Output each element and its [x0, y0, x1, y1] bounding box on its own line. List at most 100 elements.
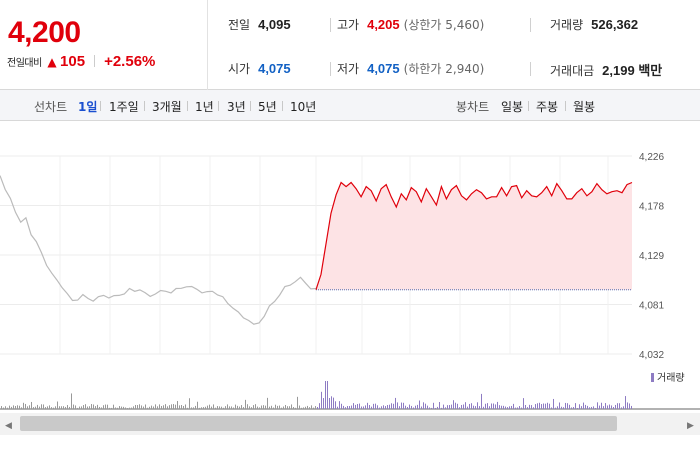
candle-daily[interactable]: 일봉: [501, 100, 524, 114]
period-10y[interactable]: 10년: [290, 100, 317, 114]
volume-bar: [11, 406, 12, 409]
volume-bar: [13, 405, 14, 409]
volume-bar: [219, 406, 220, 409]
volume-bar: [223, 407, 224, 409]
volume-bar: [7, 407, 8, 409]
volume-value: 526,362: [591, 17, 639, 32]
volume-bar: [309, 407, 310, 409]
volume-bar: [115, 407, 116, 409]
open-label: 시가: [228, 62, 251, 76]
volume-bar: [389, 404, 390, 409]
volume-bar: [527, 407, 528, 409]
volume-bar: [207, 405, 208, 409]
volume-bar: [529, 404, 530, 409]
volume-bar: [91, 404, 92, 409]
volume-bar: [199, 407, 200, 409]
volume-bar: [565, 402, 566, 409]
volume-bar: [391, 403, 392, 409]
volume-bar: [533, 407, 534, 409]
volume-bar: [47, 406, 48, 409]
volume-bar: [349, 406, 350, 409]
volume-bar: [577, 407, 578, 409]
prev-close-value: 4,095: [258, 17, 291, 32]
volume-bar: [499, 405, 500, 409]
volume-bar: [301, 407, 302, 409]
volume-bar: [145, 404, 146, 409]
volume-legend-label: 거래량: [657, 372, 685, 384]
candle-monthly[interactable]: 월봉: [573, 100, 596, 114]
period-1y[interactable]: 1년: [195, 100, 214, 114]
volume-bar: [97, 404, 98, 409]
volume-bar: [267, 397, 268, 409]
volume-bar: [501, 405, 502, 409]
volume-bar: [383, 405, 384, 409]
divider: [250, 101, 251, 111]
scroll-left-arrow-icon[interactable]: ◀: [5, 421, 12, 431]
volume-bar: [471, 403, 472, 409]
period-1w[interactable]: 1주일: [109, 100, 139, 114]
volume-bar: [285, 404, 286, 409]
previous-day-price-line: [0, 175, 317, 325]
period-3y[interactable]: 3년: [227, 100, 246, 114]
volume-bar: [87, 406, 88, 409]
volume-bar: [367, 402, 368, 409]
volume-bar: [175, 404, 176, 409]
volume-bar: [521, 407, 522, 409]
volume-bar: [63, 406, 64, 409]
scroll-right-arrow-icon[interactable]: ▶: [687, 421, 694, 431]
volume-bar: [507, 407, 508, 409]
volume-bar: [473, 405, 474, 409]
volume-bar: [477, 402, 478, 409]
volume-bar: [211, 406, 212, 409]
volume-bar: [135, 404, 136, 409]
volume-bar: [229, 406, 230, 409]
volume-bar: [269, 406, 270, 409]
volume-bar: [337, 406, 338, 409]
volume-bar: [333, 397, 334, 409]
volume-bar: [273, 407, 274, 409]
volume-bar: [89, 406, 90, 409]
volume-bar: [193, 407, 194, 409]
volume-bar: [37, 404, 38, 409]
volume-bar: [329, 398, 330, 409]
volume-bar: [469, 403, 470, 409]
volume-bar: [415, 405, 416, 409]
volume-bar: [231, 406, 232, 409]
volume-bar: [445, 407, 446, 409]
volume-bar: [191, 407, 192, 409]
volume-bar: [321, 391, 322, 409]
volume-bar: [513, 403, 514, 409]
period-bar: 선차트 1일 1주일 3개월 1년 3년 5년 10년 봉차트 일봉 주봉 월봉: [0, 90, 700, 121]
volume-bar: [539, 402, 540, 409]
price-fill-area: [316, 182, 632, 290]
volume-bar: [399, 406, 400, 409]
volume-bar: [5, 406, 6, 409]
volume-bar: [71, 393, 72, 409]
volume-bar: [149, 406, 150, 409]
volume-bar: [25, 403, 26, 409]
volume-bar: [61, 406, 62, 409]
candle-weekly[interactable]: 주봉: [536, 100, 559, 114]
volume-bar: [139, 404, 140, 409]
volume-bar: [297, 396, 298, 409]
volume-bar: [189, 398, 190, 409]
volume-bar: [509, 406, 510, 409]
volume-bar: [401, 402, 402, 409]
volume-bar: [583, 402, 584, 409]
scrollbar-thumb[interactable]: [20, 416, 617, 431]
volume-bar: [111, 407, 112, 409]
volume-bar: [255, 404, 256, 409]
period-5y[interactable]: 5년: [258, 100, 277, 114]
volume-bar: [169, 405, 170, 409]
period-1d[interactable]: 1일: [78, 100, 98, 114]
volume-bar: [101, 407, 102, 409]
volume-bar: [379, 407, 380, 409]
change-row: 전일대비 ▲ 105 +2.56%: [7, 53, 155, 70]
volume-bar: [303, 407, 304, 409]
volume-bar: [393, 403, 394, 409]
volume-bar: [359, 403, 360, 409]
period-3m[interactable]: 3개월: [152, 100, 182, 114]
volume-bar: [27, 406, 28, 409]
volume-bar: [427, 405, 428, 409]
volume-bar: [29, 405, 30, 409]
